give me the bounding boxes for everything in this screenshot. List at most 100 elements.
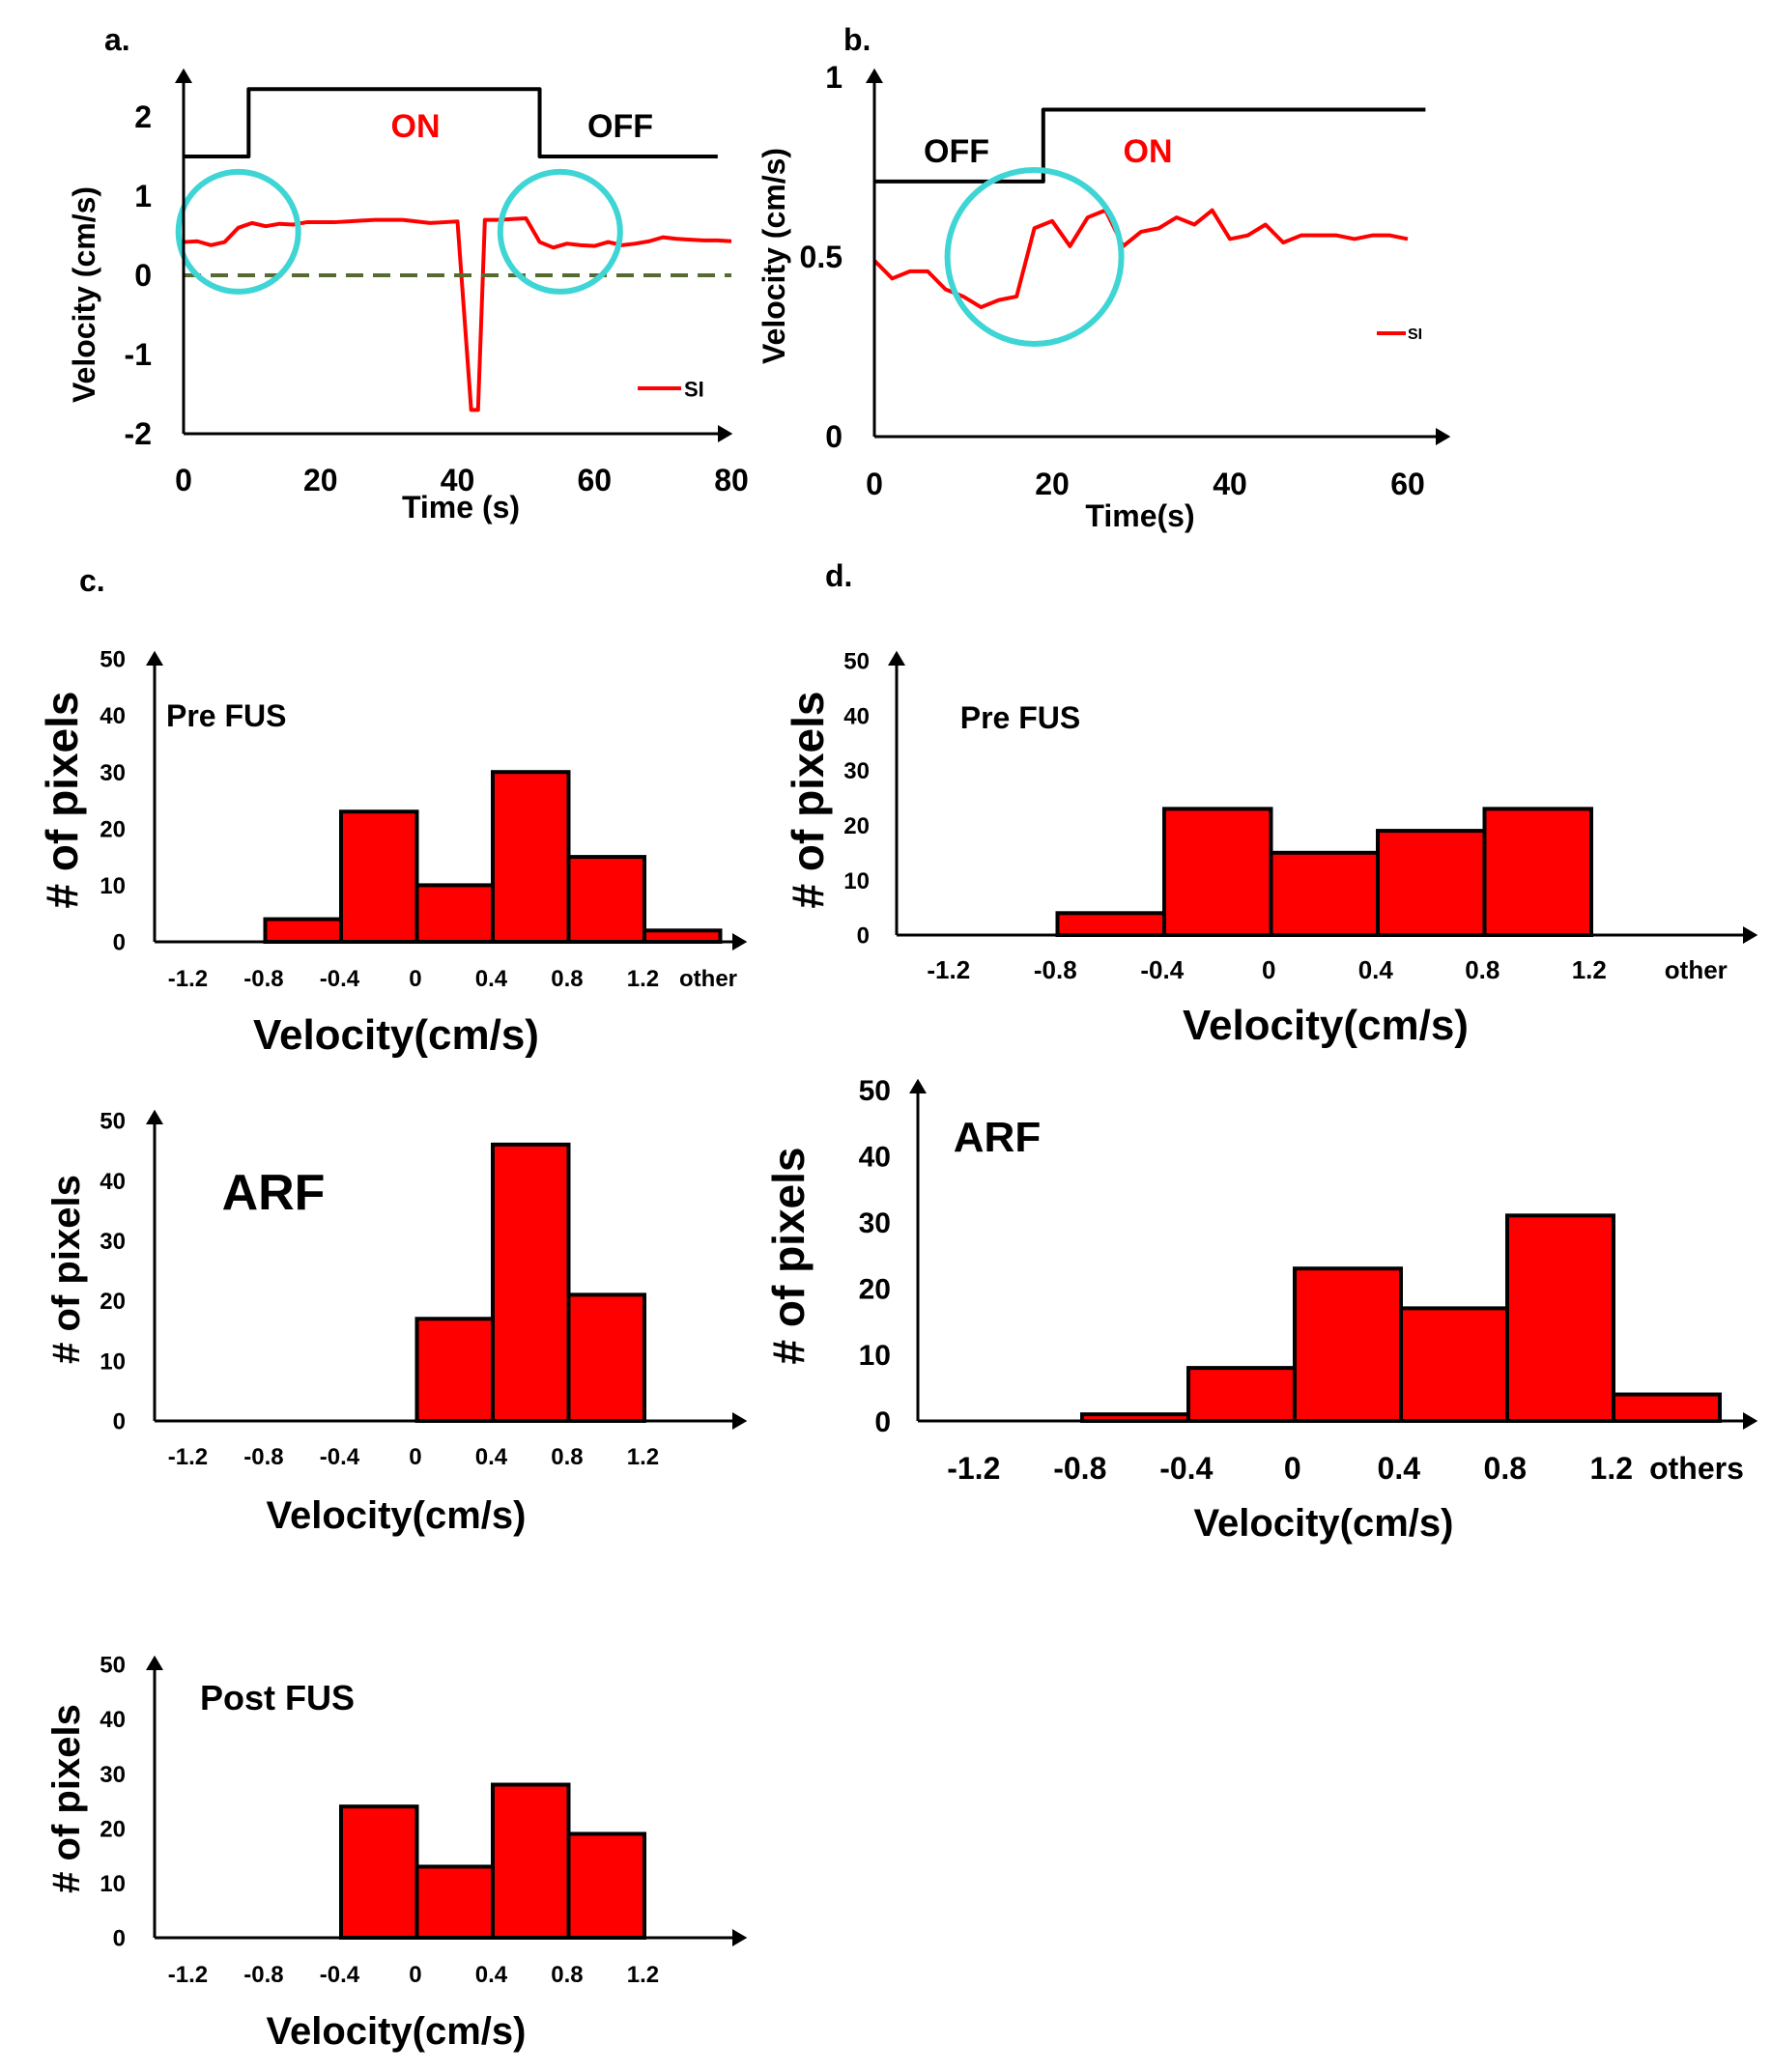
chart-a-panel-label: a.: [104, 22, 130, 57]
chart-c3-x-tick-label: 0: [409, 1962, 421, 1988]
chart-a-x-tick-label: 80: [714, 463, 749, 497]
chart-d2-y-tick-label: 40: [859, 1141, 891, 1173]
chart-a-state-label: OFF: [587, 108, 653, 145]
chart-a-highlight-circle: [175, 168, 301, 295]
chart-d2-y-tick-label: 20: [859, 1274, 891, 1306]
chart-d1-y-axis-label: # of pixels: [783, 692, 833, 909]
chart-c1-y-tick-label: 30: [100, 760, 126, 786]
chart-b-x-tick-label: 20: [1035, 467, 1070, 501]
chart-c3-x-tick-label: -0.4: [320, 1962, 360, 1988]
chart-c3-y-tick-label: 40: [100, 1707, 126, 1733]
chart-c3-y-axis-arrow: [146, 1655, 163, 1670]
chart-c1-bar: [643, 928, 723, 945]
chart-b-x-tick-label: 40: [1213, 467, 1247, 501]
chart-a-y-axis-arrow: [175, 68, 192, 83]
chart-b-x-tick-label: 0: [866, 467, 883, 501]
chart-d1-bar: [1162, 807, 1273, 937]
chart-c1-title: Pre FUS: [166, 698, 286, 733]
chart-b-x-tick-label: 60: [1390, 467, 1425, 501]
chart-d2-y-tick-label: 50: [859, 1075, 891, 1107]
chart-a-y-axis-label: Velocity (cm/s): [67, 186, 101, 403]
chart-c1-x-axis-arrow: [732, 933, 748, 951]
chart-d1-bar: [1269, 850, 1380, 937]
chart-c3-y-tick-label: 10: [100, 1871, 126, 1897]
chart-c3-y-tick-label: 50: [100, 1653, 126, 1679]
chart-c1-x-tick-label: 0.8: [551, 966, 583, 992]
chart-a-x-axis-arrow: [718, 425, 733, 442]
chart-b-x-axis-arrow: [1436, 428, 1451, 445]
chart-b-panel-label: b.: [843, 22, 871, 57]
chart-c1-x-axis-label: Velocity(cm/s): [253, 1011, 539, 1059]
chart-d2-bar: [1186, 1366, 1297, 1423]
chart-c2-bar: [566, 1292, 646, 1423]
chart-d2-y-tick-label: 10: [859, 1340, 891, 1372]
chart-d2-y-axis-arrow: [909, 1078, 927, 1093]
chart-c1-x-tick-label: 1.2: [627, 966, 659, 992]
chart-b-y-tick-label: 1: [825, 60, 843, 95]
chart-c3-x-tick-label: 0.8: [551, 1962, 583, 1988]
chart-d1-title: Pre FUS: [960, 700, 1080, 735]
chart-c2-bar: [491, 1142, 571, 1423]
chart-c1-x-tick-label: other: [679, 966, 737, 992]
chart-a-legend-label: SI: [684, 377, 704, 401]
chart-d1-bar: [1055, 911, 1166, 938]
chart-c3-x-tick-label: -0.8: [243, 1962, 283, 1988]
chart-c2-x-tick-label: -0.4: [320, 1444, 360, 1470]
chart-d1-x-tick-label: -0.4: [1140, 955, 1184, 984]
chart-d2-x-tick-label: 0.4: [1378, 1451, 1421, 1486]
chart-d1-panel-label: d.: [825, 558, 852, 593]
chart-a-y-tick-label: 0: [134, 258, 152, 293]
chart-d1-x-axis-arrow: [1743, 926, 1758, 944]
chart-d1-y-tick-label: 40: [843, 703, 870, 729]
chart-d2-x-tick-label: -0.8: [1053, 1451, 1106, 1486]
chart-c2-x-tick-label: 0: [409, 1444, 421, 1470]
chart-a-series-si: [183, 215, 732, 412]
chart-c3-y-tick-label: 20: [100, 1816, 126, 1842]
chart-b-y-axis-arrow: [866, 68, 883, 83]
chart-d1-y-tick-label: 30: [843, 758, 870, 784]
chart-a-x-tick-label: 20: [303, 463, 338, 497]
chart-c2-y-tick-label: 50: [100, 1109, 126, 1135]
chart-d1-x-tick-label: other: [1665, 955, 1728, 984]
chart-c3-bar: [566, 1831, 646, 1940]
chart-d2-bar: [1399, 1306, 1509, 1424]
chart-d2-x-tick-label: 0.8: [1484, 1451, 1527, 1486]
chart-c1-x-tick-label: -1.2: [168, 966, 208, 992]
chart-c1-y-tick-label: 0: [113, 930, 126, 956]
chart-c1-y-tick-label: 40: [100, 703, 126, 729]
chart-c2-y-tick-label: 0: [113, 1409, 126, 1435]
chart-c3-y-tick-label: 30: [100, 1762, 126, 1788]
chart-c2-x-tick-label: -1.2: [168, 1444, 208, 1470]
chart-b-state-label: ON: [1124, 133, 1173, 170]
chart-c1-y-tick-label: 50: [100, 647, 126, 673]
chart-a-state-label: ON: [391, 108, 441, 145]
chart-c3-y-tick-label: 0: [113, 1926, 126, 1952]
chart-d2-x-axis-label: Velocity(cm/s): [1193, 1502, 1453, 1545]
chart-b-state-label: OFF: [924, 133, 989, 170]
chart-d1-bar: [1376, 829, 1487, 938]
chart-c3-bar: [414, 1864, 495, 1941]
chart-d1-y-axis-arrow: [888, 650, 905, 666]
chart-d1-x-tick-label: 0: [1262, 955, 1275, 984]
chart-c1-x-tick-label: -0.4: [320, 966, 360, 992]
chart-d1-x-tick-label: 1.2: [1572, 955, 1607, 984]
chart-c1-bar: [414, 883, 495, 945]
chart-d2-bar: [1505, 1213, 1615, 1423]
chart-a-x-tick-label: 0: [175, 463, 192, 497]
chart-d2-x-tick-label: 0: [1284, 1451, 1301, 1486]
chart-c1-y-tick-label: 20: [100, 816, 126, 842]
chart-b-series-stimulus: [874, 107, 1426, 184]
chart-c3-bar: [491, 1782, 571, 1941]
chart-a-highlight-circle: [497, 168, 623, 295]
chart-b-y-tick-label: 0.5: [800, 240, 843, 274]
chart-c2-x-tick-label: -0.8: [243, 1444, 283, 1470]
chart-d1-y-tick-label: 20: [843, 813, 870, 839]
chart-d1-x-tick-label: -1.2: [927, 955, 970, 984]
chart-c1-y-tick-label: 10: [100, 873, 126, 899]
chart-a-y-tick-label: -1: [125, 337, 152, 372]
chart-c2-x-tick-label: 0.4: [475, 1444, 508, 1470]
chart-d2-x-tick-label: others: [1649, 1451, 1744, 1486]
chart-c1-y-axis-label: # of pixels: [37, 692, 87, 909]
chart-d2-y-tick-label: 0: [874, 1406, 891, 1438]
